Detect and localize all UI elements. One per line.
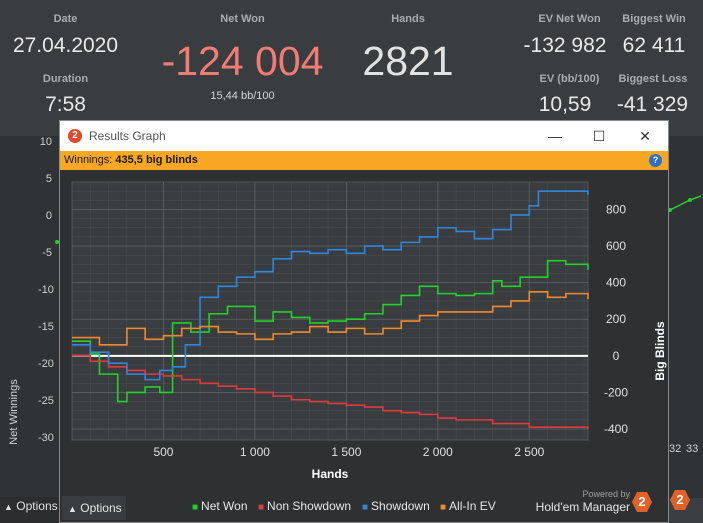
- net-won-bb100: 15,44 bb/100: [210, 90, 275, 102]
- stats-panel: Date 27.04.2020 Duration 7:58 Net Won -1…: [0, 0, 703, 136]
- background-chart-ylabel: Net Winnings: [8, 379, 20, 445]
- series-all-in-ev: [72, 290, 589, 346]
- triangle-icon: ▲: [68, 504, 77, 514]
- hm2-logo-icon: 2: [632, 492, 652, 512]
- duration-value: 7:58: [45, 93, 86, 116]
- bg-options-button[interactable]: ▲ Options: [0, 497, 62, 523]
- bg-y-tick: -20: [38, 358, 54, 370]
- bg-series-point: [55, 240, 59, 244]
- hm2-logo-icon: 2: [670, 490, 690, 510]
- y-tick-label: -400: [604, 422, 628, 436]
- help-icon[interactable]: ?: [649, 154, 662, 167]
- app-logo-icon: 2: [68, 129, 82, 143]
- bg-y-tick: -10: [38, 284, 54, 296]
- net-won-value: -124 004: [161, 38, 324, 84]
- legend-label: Net Won: [201, 499, 248, 513]
- legend-item-non-showdown[interactable]: ■ Non Showdown: [258, 499, 351, 513]
- results-graph-window: 2 Results Graph — ☐ ✕ Winnings: 435,5 bi…: [59, 120, 669, 523]
- powered-by-label: Powered by: [582, 489, 630, 499]
- hands-value: 2821: [362, 38, 454, 84]
- net-won-label: Net Won: [220, 13, 265, 25]
- bg-x-tick: 32: [669, 443, 682, 455]
- bg-options-label: Options: [16, 499, 58, 513]
- x-tick-label: 1 000: [240, 445, 270, 459]
- y-tick-label: -200: [604, 385, 628, 399]
- title-bar: 2 Results Graph — ☐ ✕: [60, 121, 668, 151]
- y-tick-label: 600: [606, 239, 626, 253]
- legend-item-showdown[interactable]: ■ Showdown: [362, 499, 430, 513]
- date-label: Date: [53, 13, 78, 25]
- minimize-button[interactable]: —: [548, 128, 562, 144]
- series-net-won: [72, 259, 589, 403]
- close-button[interactable]: ✕: [639, 128, 651, 144]
- ev-net-won-value: -132 982: [523, 34, 607, 57]
- x-axis-label: Hands: [312, 467, 349, 480]
- biggest-win-value: 62 411: [622, 34, 686, 57]
- winnings-label: Winnings:: [64, 154, 113, 166]
- biggest-win-label: Biggest Win: [622, 13, 686, 25]
- y-tick-label: 800: [606, 202, 626, 216]
- y-axis-label: Big Blinds: [653, 321, 667, 381]
- bg-y-tick: -30: [38, 432, 54, 444]
- brand-name: Hold'em Manager: [535, 500, 630, 514]
- x-tick-label: 2 000: [423, 445, 453, 459]
- bg-y-tick: -5: [42, 247, 52, 259]
- legend-item-all-in-ev[interactable]: ■ All-In EV: [440, 499, 496, 513]
- y-tick-label: 200: [606, 312, 626, 326]
- options-label: Options: [80, 501, 122, 515]
- duration-label: Duration: [42, 73, 89, 85]
- x-tick-label: 2 500: [514, 445, 544, 459]
- bg-series-line: [668, 195, 702, 212]
- bg-y-tick: 10: [39, 136, 52, 148]
- ev-bb100-label: EV (bb/100): [539, 73, 600, 85]
- series-showdown: [72, 190, 589, 381]
- bg-x-tick: 33: [686, 443, 699, 455]
- series-non-showdown: [72, 355, 589, 430]
- y-tick-label: 0: [613, 349, 620, 363]
- legend-label: Non Showdown: [267, 499, 352, 513]
- bg-y-tick: -15: [38, 321, 54, 333]
- legend-item-net-won[interactable]: ■ Net Won: [192, 499, 248, 513]
- legend-swatch: ■: [362, 502, 369, 513]
- x-tick-label: 1 500: [331, 445, 361, 459]
- bg-y-tick: -25: [38, 395, 54, 407]
- bg-y-tick: 5: [45, 173, 52, 185]
- x-tick-label: 500: [153, 445, 173, 459]
- y-tick-label: 400: [606, 276, 626, 290]
- legend-label: All-In EV: [449, 499, 496, 513]
- ev-bb100-value: 10,59: [538, 93, 592, 116]
- window-title: Results Graph: [89, 129, 166, 143]
- legend-swatch: ■: [192, 502, 199, 513]
- legend-swatch: ■: [258, 502, 265, 513]
- maximize-button[interactable]: ☐: [592, 128, 606, 144]
- options-button[interactable]: ▲ Options: [62, 496, 126, 520]
- date-value: 27.04.2020: [12, 34, 119, 57]
- biggest-loss-value: -41 329: [616, 93, 689, 116]
- results-chart: 500 1 000 1 500 2 000 2 500 -400 -200 0 200 400 60…: [71, 181, 667, 480]
- ev-net-won-label: EV Net Won: [538, 13, 601, 25]
- winnings-value: 435,5 big blinds: [115, 154, 198, 166]
- winnings-bar: Winnings: 435,5 big blinds ?: [60, 151, 668, 170]
- legend-label: Showdown: [371, 499, 430, 513]
- hands-label: Hands: [391, 13, 425, 25]
- legend-swatch: ■: [440, 502, 447, 513]
- triangle-icon: ▲: [4, 502, 13, 512]
- biggest-loss-label: Biggest Loss: [618, 73, 688, 85]
- bg-y-tick: 0: [45, 210, 52, 222]
- plot-area: [71, 181, 589, 441]
